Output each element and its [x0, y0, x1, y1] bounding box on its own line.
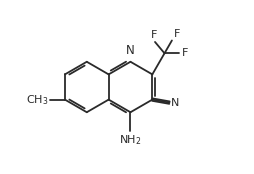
Text: F: F	[174, 29, 180, 39]
Text: N: N	[126, 44, 135, 57]
Text: CH$_3$: CH$_3$	[26, 93, 49, 106]
Text: F: F	[181, 48, 188, 58]
Text: NH$_2$: NH$_2$	[119, 133, 142, 147]
Text: N: N	[171, 98, 179, 108]
Text: F: F	[151, 30, 157, 40]
